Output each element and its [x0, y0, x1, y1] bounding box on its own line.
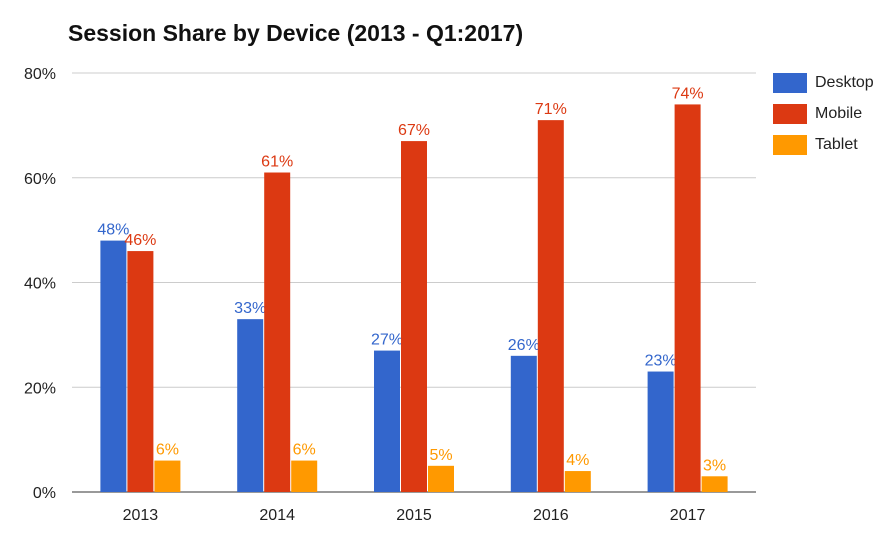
- bar-mobile-2015: [401, 141, 427, 492]
- bar-mobile-2017: [674, 104, 701, 493]
- bar-mobile-2014: [264, 172, 291, 492]
- data-label-desktop-2013: 48%: [97, 222, 129, 239]
- legend-item-tablet: Tablet: [773, 133, 874, 157]
- data-label-mobile-2014: 61%: [261, 154, 293, 171]
- data-label-tablet-2016: 4%: [566, 452, 589, 469]
- data-label-mobile-2015: 67%: [398, 122, 430, 139]
- y-tick-label-40: 40%: [24, 276, 56, 293]
- legend-item-desktop: Desktop: [773, 71, 874, 95]
- y-tick-label-0: 0%: [33, 485, 56, 502]
- data-label-tablet-2013: 6%: [156, 442, 179, 459]
- legend-label-mobile: Mobile: [815, 105, 863, 122]
- bar-tablet-2015: [428, 465, 454, 492]
- data-label-mobile-2016: 71%: [535, 101, 567, 118]
- legend-label-desktop: Desktop: [815, 74, 874, 91]
- legend-label-tablet: Tablet: [815, 136, 858, 153]
- bar-desktop-2014: [237, 319, 264, 492]
- bar-mobile-2016: [537, 120, 564, 492]
- x-tick-label-2013: 2013: [123, 507, 159, 524]
- chart-title: Session Share by Device (2013 - Q1:2017): [68, 20, 524, 46]
- data-label-tablet-2014: 6%: [293, 442, 316, 459]
- bar-desktop-2017: [647, 371, 674, 492]
- data-label-tablet-2015: 5%: [429, 447, 452, 464]
- legend-swatch-mobile: [773, 104, 807, 124]
- data-label-mobile-2013: 46%: [124, 232, 156, 249]
- x-tick-label-2014: 2014: [259, 507, 295, 524]
- y-tick-label-20: 20%: [24, 380, 56, 397]
- y-tick-label-60: 60%: [24, 171, 56, 188]
- legend-swatch-tablet: [773, 135, 807, 155]
- bar-desktop-2013: [100, 240, 127, 492]
- bar-tablet-2014: [291, 460, 318, 492]
- bar-desktop-2016: [510, 355, 537, 492]
- legend-swatch-desktop: [773, 73, 807, 93]
- x-tick-label-2017: 2017: [670, 507, 706, 524]
- bar-desktop-2015: [374, 350, 400, 492]
- data-label-desktop-2015: 27%: [371, 332, 403, 349]
- bar-tablet-2017: [701, 476, 728, 492]
- data-label-mobile-2017: 74%: [672, 85, 704, 102]
- bar-tablet-2016: [564, 471, 591, 492]
- chart-legend: Desktop Mobile Tablet: [773, 71, 874, 164]
- data-label-tablet-2017: 3%: [703, 457, 726, 474]
- x-tick-label-2016: 2016: [533, 507, 569, 524]
- bar-mobile-2013: [127, 251, 154, 492]
- legend-item-mobile: Mobile: [773, 102, 874, 126]
- data-label-desktop-2014: 33%: [234, 300, 266, 317]
- bar-tablet-2013: [154, 460, 181, 492]
- y-tick-label-80: 80%: [24, 66, 56, 83]
- data-label-desktop-2017: 23%: [645, 353, 677, 370]
- x-tick-label-2015: 2015: [396, 507, 432, 524]
- data-label-desktop-2016: 26%: [508, 337, 540, 354]
